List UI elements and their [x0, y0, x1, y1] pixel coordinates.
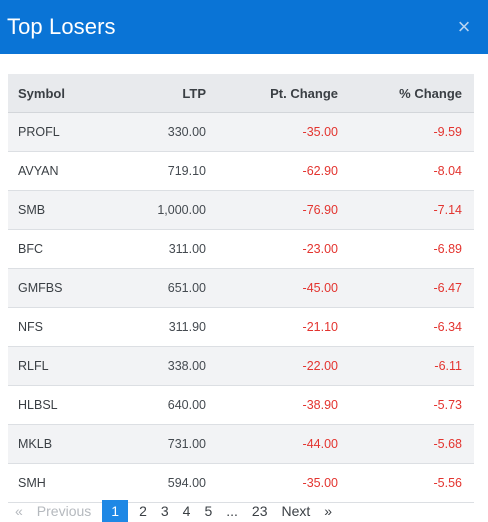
cell-ltp: 719.10	[104, 151, 218, 191]
cell-pt-change: -35.00	[218, 463, 350, 503]
cell-pt-change: -38.90	[218, 385, 350, 425]
cell-pct-change: -5.73	[350, 385, 474, 425]
cell-symbol[interactable]: SMB	[8, 190, 104, 230]
modal-header: Top Losers ×	[0, 0, 488, 54]
cell-pct-change: -7.14	[350, 190, 474, 230]
cell-ltp: 594.00	[104, 463, 218, 503]
table-row[interactable]: RLFL 338.00 -22.00 -6.11	[8, 346, 474, 386]
cell-ltp: 1,000.00	[104, 190, 218, 230]
table-row[interactable]: SMB 1,000.00 -76.90 -7.14	[8, 190, 474, 230]
cell-pt-change: -21.10	[218, 307, 350, 347]
cell-pt-change: -35.00	[218, 112, 350, 152]
cell-ltp: 311.90	[104, 307, 218, 347]
table-row[interactable]: SMH 594.00 -35.00 -5.56	[8, 463, 474, 503]
cell-symbol[interactable]: HLBSL	[8, 385, 104, 425]
next-page-link[interactable]: Next	[281, 503, 311, 519]
cell-pct-change: -8.04	[350, 151, 474, 191]
top-losers-table: Symbol LTP Pt. Change % Change PROFL 330.…	[8, 74, 474, 503]
table-row[interactable]: AVYAN 719.10 -62.90 -8.04	[8, 151, 474, 191]
cell-symbol[interactable]: MKLB	[8, 424, 104, 464]
table-row[interactable]: BFC 311.00 -23.00 -6.89	[8, 229, 474, 269]
table-row[interactable]: HLBSL 640.00 -38.90 -5.73	[8, 385, 474, 425]
cell-pct-change: -6.47	[350, 268, 474, 308]
column-header-symbol[interactable]: Symbol	[8, 74, 104, 113]
page-link-4[interactable]: 4	[182, 503, 191, 519]
close-icon[interactable]: ×	[457, 14, 471, 39]
cell-pt-change: -23.00	[218, 229, 350, 269]
page-link-2[interactable]: 2	[139, 503, 147, 519]
cell-symbol[interactable]: GMFBS	[8, 268, 104, 308]
cell-pct-change: -9.59	[350, 112, 474, 152]
cell-symbol[interactable]: NFS	[8, 307, 104, 347]
page-link-3[interactable]: 3	[160, 503, 169, 519]
page-link-23[interactable]: 23	[251, 503, 268, 519]
cell-ltp: 731.00	[104, 424, 218, 464]
cell-pt-change: -45.00	[218, 268, 350, 308]
cell-pt-change: -44.00	[218, 424, 350, 464]
cell-ltp: 640.00	[104, 385, 218, 425]
cell-pct-change: -6.89	[350, 229, 474, 269]
cell-ltp: 311.00	[104, 229, 218, 269]
cell-pt-change: -62.90	[218, 151, 350, 191]
column-header-pt-change[interactable]: Pt. Change	[218, 74, 350, 113]
cell-pct-change: -6.34	[350, 307, 474, 347]
cell-pct-change: -6.11	[350, 346, 474, 386]
cell-symbol[interactable]: RLFL	[8, 346, 104, 386]
table-header-row: Symbol LTP Pt. Change % Change	[8, 74, 474, 113]
cell-symbol[interactable]: BFC	[8, 229, 104, 269]
page-link-1[interactable]: 1	[102, 500, 129, 522]
table-row[interactable]: GMFBS 651.00 -45.00 -6.47	[8, 268, 474, 308]
last-page-link[interactable]: »	[324, 503, 333, 519]
cell-pct-change: -5.56	[350, 463, 474, 503]
table-row[interactable]: MKLB 731.00 -44.00 -5.68	[8, 424, 474, 464]
previous-page-link[interactable]: Previous	[36, 503, 92, 519]
modal-title: Top Losers	[7, 14, 116, 39]
cell-symbol[interactable]: AVYAN	[8, 151, 104, 191]
cell-pt-change: -22.00	[218, 346, 350, 386]
column-header-ltp[interactable]: LTP	[104, 74, 218, 113]
table-row[interactable]: NFS 311.90 -21.10 -6.34	[8, 307, 474, 347]
page-link-5[interactable]: 5	[204, 503, 213, 519]
cell-symbol[interactable]: SMH	[8, 463, 104, 503]
cell-ltp: 330.00	[104, 112, 218, 152]
cell-pt-change: -76.90	[218, 190, 350, 230]
cell-symbol[interactable]: PROFL	[8, 112, 104, 152]
cell-ltp: 338.00	[104, 346, 218, 386]
first-page-link[interactable]: «	[15, 503, 23, 519]
cell-ltp: 651.00	[104, 268, 218, 308]
table-row[interactable]: PROFL 330.00 -35.00 -9.59	[8, 112, 474, 152]
pagination: « Previous 1 2 3 4 5 ... 23 Next »	[8, 500, 339, 522]
cell-pct-change: -5.68	[350, 424, 474, 464]
column-header-pct-change[interactable]: % Change	[350, 74, 474, 113]
page-ellipsis: ...	[226, 503, 238, 519]
